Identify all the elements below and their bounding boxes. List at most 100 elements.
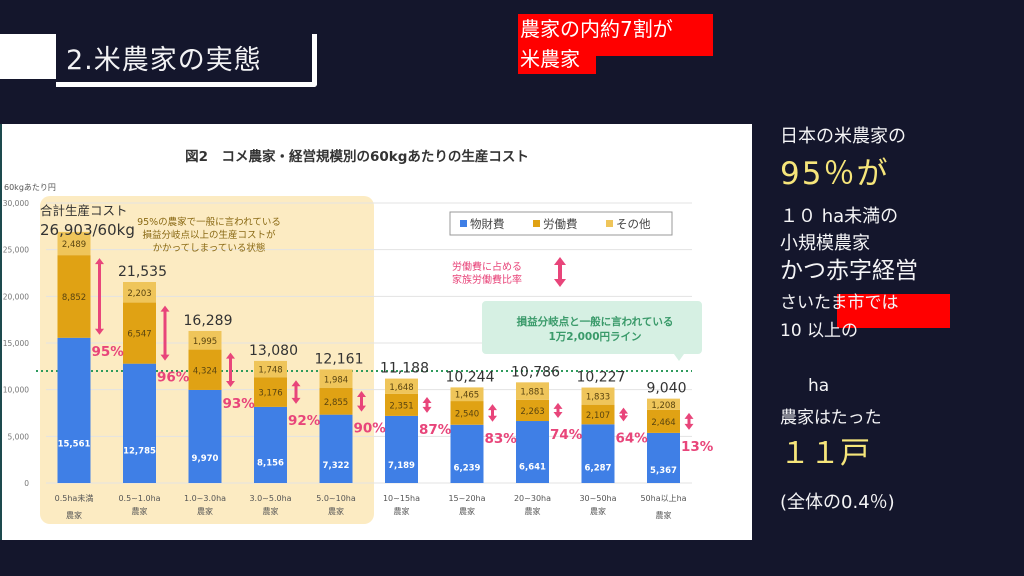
y-tick-label: 0 [24,479,29,488]
segment-value-label: 1,648 [389,383,413,393]
ratio-legend-arrow-down [554,279,566,287]
bar-segment-labor [385,393,418,416]
side-line-4: 小規模農家 [780,233,870,254]
family-labor-ratio-label: 92% [288,413,321,429]
ratio-arrow-head-up [357,391,366,398]
ratio-arrow-head-up [422,396,432,403]
segment-value-label: 2,263 [520,407,544,417]
ratio-arrow-head-down [422,406,432,413]
bar-segment-material [188,389,222,483]
side-line-8: ha [808,376,830,396]
ratio-arrow-head-down [357,405,366,412]
bar-segment-material [516,421,549,483]
bar-segment-material [319,414,353,483]
x-tick-label-sub: 農家 [197,506,213,516]
bar-segment-other [123,282,156,303]
side-line-7: 10 以上の [780,321,859,341]
highlight-box [837,294,950,328]
ratio-arrow-head-up [619,407,628,414]
legend-label: 労働費 [543,217,578,231]
segment-value-label: 2,203 [127,289,151,299]
family-labor-ratio-label: 96% [157,370,190,386]
highlight-note-line: かかってしまっている状態 [153,242,266,254]
side-line-2: 95％が [780,156,890,192]
total-caption: 合計生産コスト [40,203,128,218]
legend-box [449,211,673,236]
highlight-note-line: 損益分岐点以上の生産コストが [142,229,276,241]
x-tick-label: 15~20ha [448,494,485,503]
segment-value-label: 1,995 [193,337,217,347]
ratio-legend-line: 労働費に占める [452,260,522,273]
segment-value-label: 2,540 [455,409,479,419]
family-labor-ratio-label: 83% [485,431,518,447]
x-tick-label-sub: 農家 [459,506,475,516]
bar-segment-other [188,330,222,350]
ratio-arrow-head-up [488,404,497,411]
ratio-arrow-head-down [684,423,694,430]
segment-value-label: 7,189 [388,461,415,471]
x-tick-label: 30~50ha [579,494,616,503]
x-tick-label: 0.5~1.0ha [118,494,160,503]
x-tick-label-sub: 農家 [590,506,606,516]
y-tick-label: 25,000 [3,246,29,255]
x-tick-label-sub: 農家 [328,506,344,516]
ratio-legend-arrow-up [554,257,566,265]
x-tick-label: 20~30ha [514,494,551,503]
segment-value-label: 2,464 [651,418,675,428]
x-tick-label-sub: 農家 [263,506,279,516]
section-title: 2.米農家の実態 [66,45,262,76]
side-line-11: (全体の0.4％) [780,492,895,513]
production-cost-chart: 図2 コメ農家・経営規模別の60kgあたりの生産コスト 60kgあたり円 0 5,… [3,148,714,524]
total-label: 26,903/60kg [40,221,135,239]
x-tick-label: 0.5ha未満 [55,493,94,503]
x-tick-label: 1.0~3.0ha [184,494,226,503]
side-line-9: 農家はたった [780,408,882,428]
x-tick-label-sub: 農家 [656,510,672,520]
segment-value-label: 4,324 [193,366,217,376]
callout-line-2: 米農家 [518,44,596,74]
segment-value-label: 6,287 [585,464,612,474]
side-line-3: １０ ha未満の [780,206,899,227]
bar-segment-other [647,398,680,410]
segment-value-label: 15,561 [58,439,91,449]
segment-value-label: 9,970 [192,454,219,464]
breakeven-note-box [482,301,702,361]
x-tick-label-sub: 農家 [394,506,410,516]
total-label: 10,244 [446,369,495,385]
bar-segment-material [254,406,287,483]
bar-segment-material [581,424,615,483]
ratio-arrow-head-down [619,415,628,422]
bar-segment-labor [319,388,353,415]
family-labor-ratio-label: 93% [223,396,256,412]
ratio-arrow-head-up [95,258,104,265]
bar-segment-labor [188,349,222,390]
y-axis-label: 60kgあたり円 [4,183,56,192]
ratio-arrow-head-down [226,380,235,387]
segment-value-label: 6,239 [454,464,481,474]
total-label: 21,535 [118,264,167,280]
bar-segment-material [385,415,418,483]
family-labor-ratio-label: 90% [354,421,387,437]
bar-segment-other [385,378,418,394]
x-tick-label-sub: 農家 [525,506,541,516]
total-label: 13,080 [249,343,298,359]
ratio-arrow-head-up [226,352,235,359]
ratio-arrow-head-up [291,380,301,387]
total-label: 11,188 [380,361,429,377]
total-label: 10,786 [511,364,560,380]
callout-line-1: 農家の内約7割が [518,14,713,56]
bar-segment-material [647,432,680,483]
bar-segment-material [57,337,91,483]
title-frame [56,34,317,87]
family-labor-ratio-label: 74% [550,427,583,443]
side-line-10: １１戸 [780,436,870,471]
bar-segment-labor [450,401,484,425]
segment-value-label: 8,852 [62,293,86,303]
bar-segment-material [450,424,484,483]
total-label: 16,289 [184,313,233,329]
side-line-6: さいたま市では [780,293,899,313]
segment-value-label: 1,833 [586,393,610,403]
ratio-arrow-head-down [95,328,104,335]
segment-value-label: 3,176 [258,389,282,399]
bar-segment-labor [254,377,287,407]
